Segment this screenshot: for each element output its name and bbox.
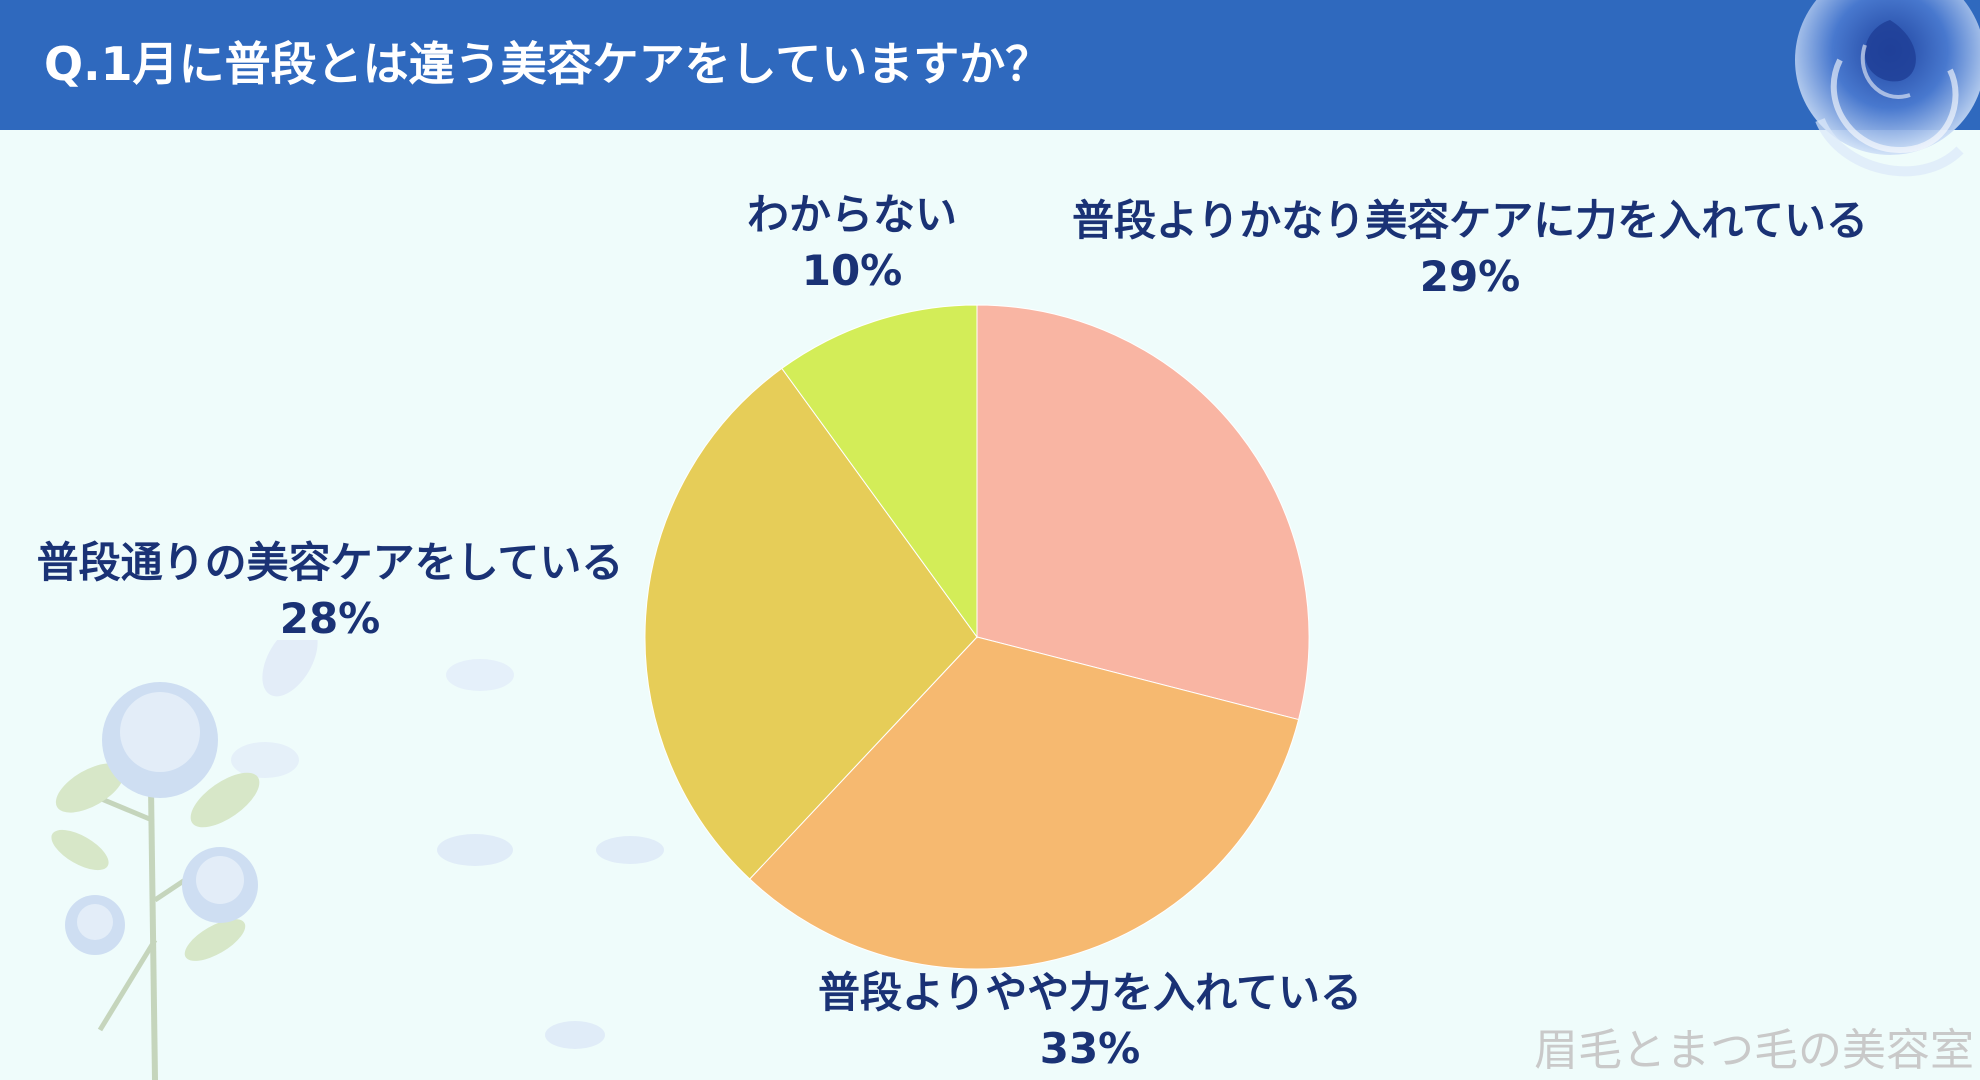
slice-label-2-value: 28% — [279, 594, 381, 643]
page-title: Q.1月に普段とは違う美容ケアをしていますか？ — [44, 37, 1052, 91]
header-bar: Q.1月に普段とは違う美容ケアをしていますか？ — [0, 0, 1980, 130]
slice-label-2-text: 普段通りの美容ケアをしている — [36, 538, 624, 587]
pie-slice-3 — [781, 304, 978, 639]
slice-label-0-text: 普段よりかなり美容ケアに力を入れている — [1072, 196, 1868, 245]
watermark: 眉毛とまつ毛の美容室 — [1534, 1025, 1974, 1076]
slice-label-1-value: 33% — [1039, 1024, 1141, 1073]
slice-label-3: わからない 10% — [747, 187, 957, 299]
pie-slice-2 — [644, 367, 978, 880]
slice-label-1-text: 普段よりやや力を入れている — [818, 968, 1362, 1017]
slice-label-0: 普段よりかなり美容ケアに力を入れている 29% — [1072, 193, 1868, 305]
flower-decoration — [51, 640, 664, 1080]
pie-slice-1 — [749, 636, 1300, 970]
rose-icon — [1795, 0, 1980, 177]
slice-label-1: 普段よりやや力を入れている 33% — [818, 965, 1362, 1077]
slice-label-3-text: わからない — [746, 190, 958, 239]
slice-label-0-value: 29% — [1419, 252, 1521, 301]
slice-label-2: 普段通りの美容ケアをしている 28% — [37, 535, 624, 647]
pie-slice-0 — [976, 304, 1310, 721]
slice-label-3-value: 10% — [801, 246, 903, 295]
